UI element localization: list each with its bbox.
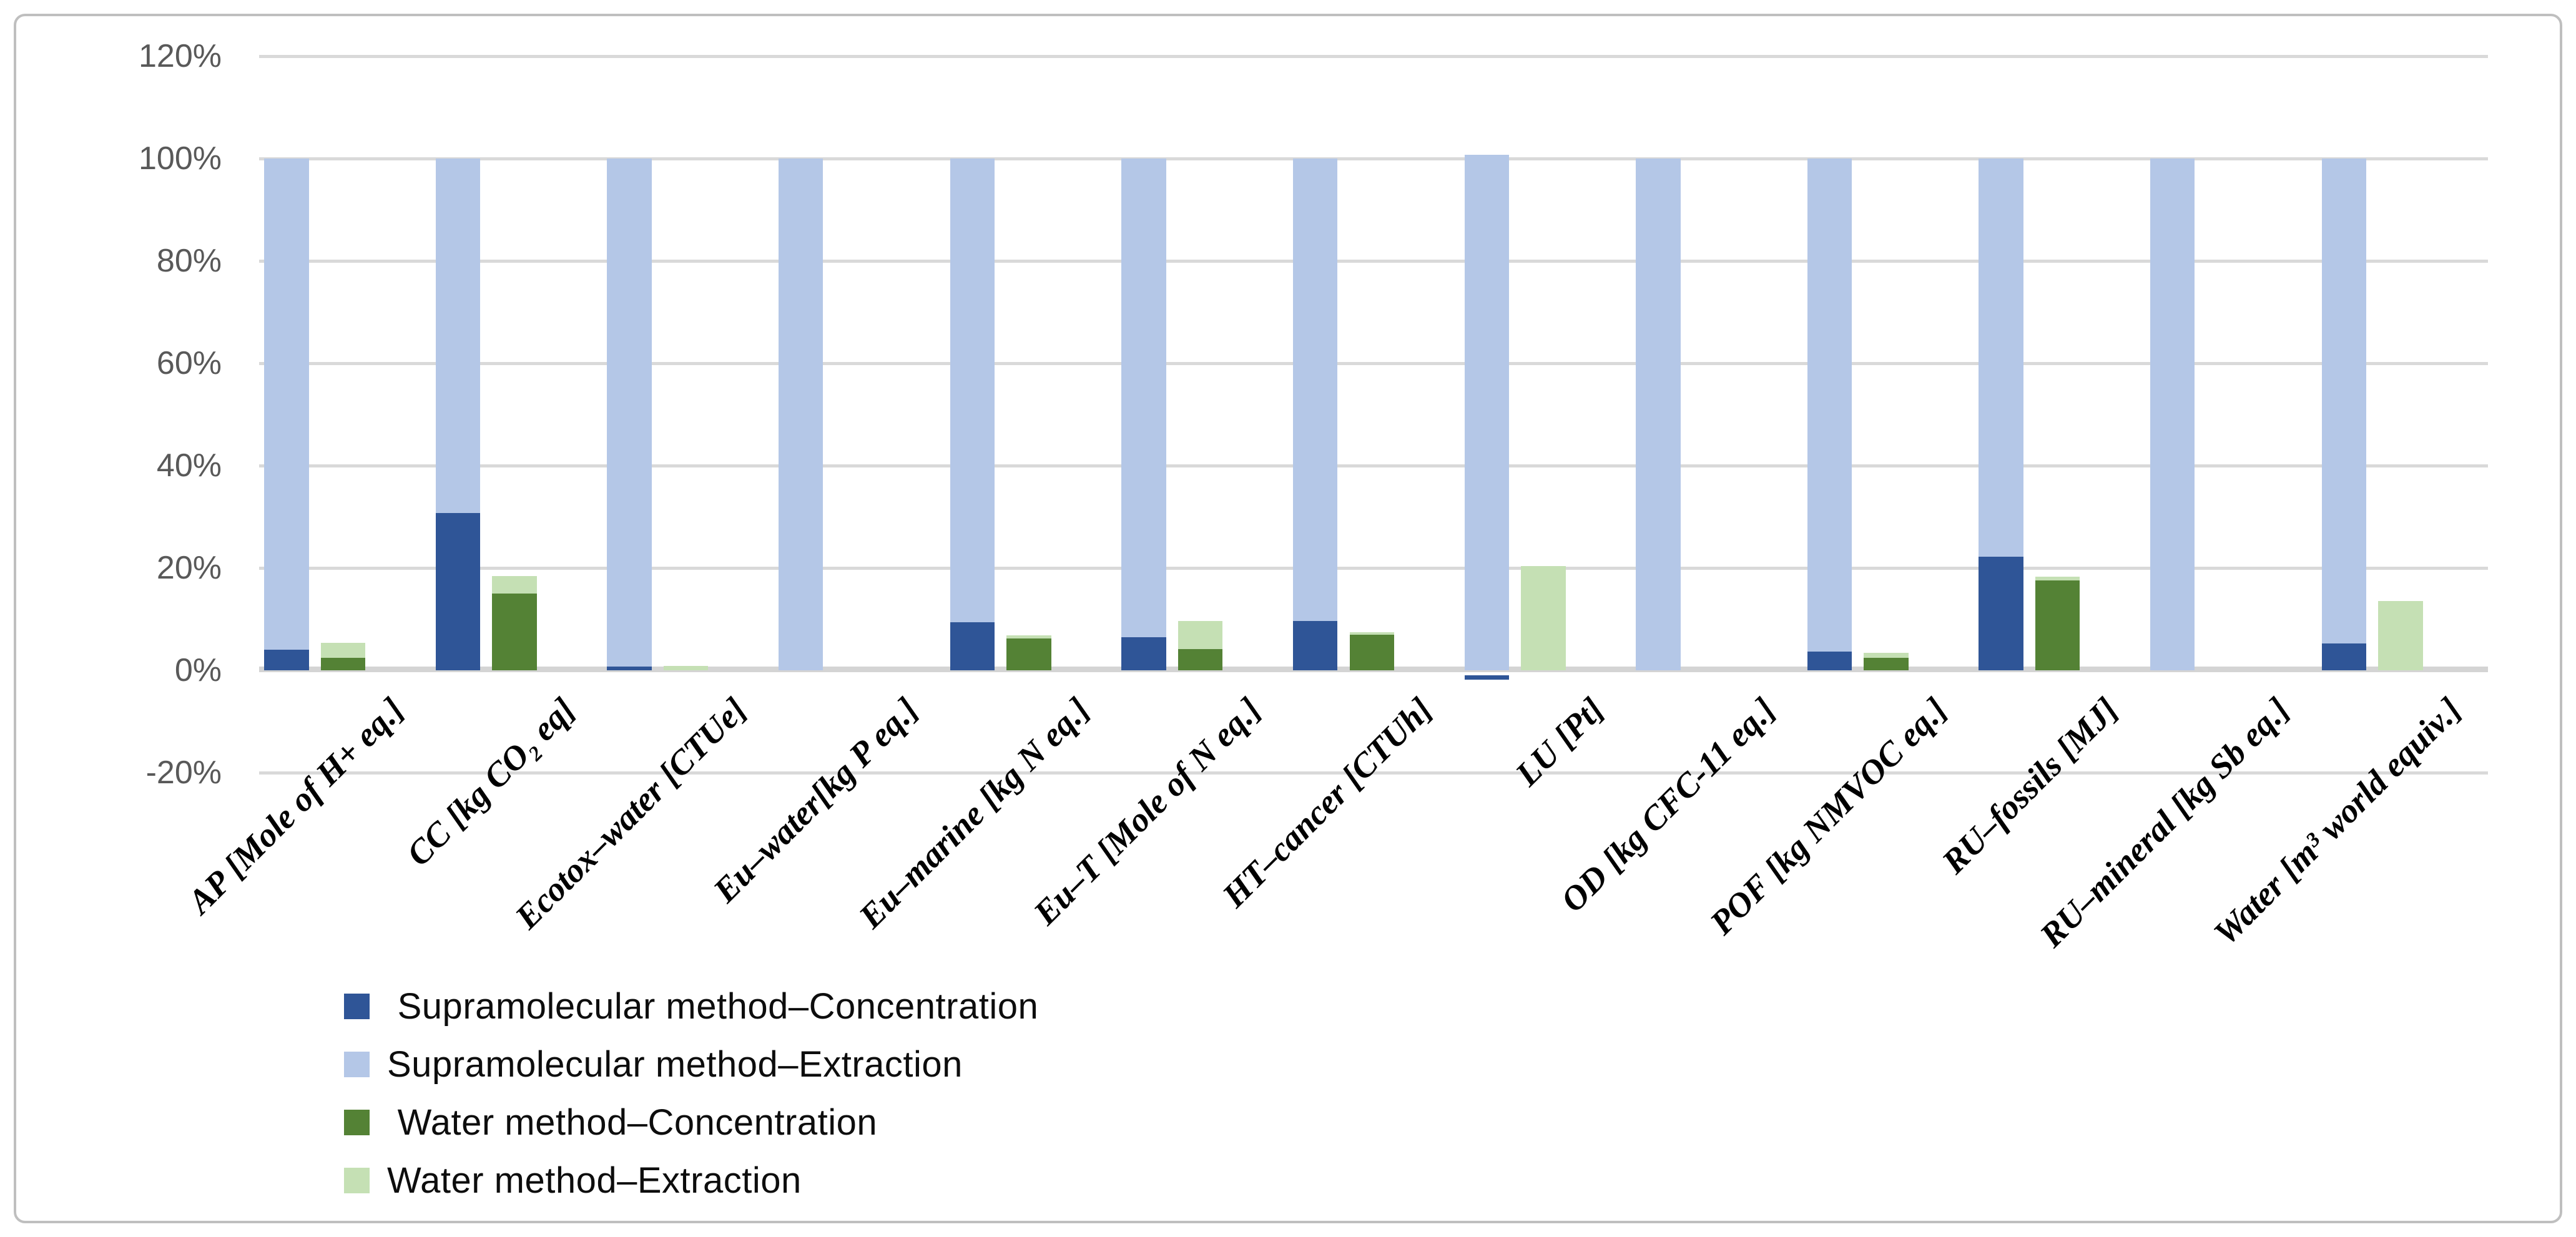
bar-group-ap-mole-of-h-eq — [259, 56, 431, 773]
gridline-120% — [259, 55, 2488, 58]
bar-water-method-concentration — [1349, 634, 1394, 670]
bar-supramolecular-method-concentration — [1121, 637, 1166, 670]
bar-water-method-extraction — [2378, 601, 2423, 670]
y-tick-label: 60% — [156, 345, 222, 381]
gridline-80% — [259, 260, 2488, 263]
bar-group-pof-kg-nmvoc-eq — [1802, 56, 1974, 773]
y-tick-label: 20% — [156, 550, 222, 586]
bar-group-cc-kg-co-eq — [431, 56, 602, 773]
bar-supramolecular-method-extraction — [1807, 159, 1852, 670]
y-tick-label: 0% — [174, 652, 222, 688]
bar-supramolecular-method-extraction — [779, 159, 823, 670]
bar-water-method-concentration — [2035, 580, 2080, 670]
bar-supramolecular-method-extraction — [1464, 155, 1509, 670]
bar-water-method-concentration — [1864, 658, 1909, 670]
gridline-20% — [259, 567, 2488, 570]
gridline--20% — [259, 771, 2488, 775]
legend-swatch-icon — [344, 994, 370, 1019]
legend-item-water-method-concentration: Water method–Concentration — [344, 1093, 1038, 1151]
y-tick-label: 120% — [139, 38, 222, 74]
y-tick-label: -20% — [145, 755, 222, 791]
bar-supramolecular-method-extraction — [950, 159, 995, 670]
legend-swatch-icon — [344, 1110, 370, 1135]
bar-supramolecular-method-extraction — [2150, 159, 2195, 670]
bar-supramolecular-method-extraction — [1636, 159, 1681, 670]
bar-group-ecotox-water-ctue — [602, 56, 774, 773]
bar-supramolecular-method-extraction — [264, 159, 309, 670]
legend-swatch-icon — [344, 1168, 370, 1193]
bar-water-method-concentration — [1177, 648, 1223, 670]
bar-water-method-concentration — [1006, 638, 1051, 670]
y-tick-label: 40% — [156, 447, 222, 484]
legend-label: Water method–Concentration — [387, 1102, 878, 1143]
bar-group-lu-pt — [1459, 56, 1631, 773]
gridline-60% — [259, 362, 2488, 365]
legend-item-supramolecular-method-extraction: Supramolecular method–Extraction — [344, 1035, 1038, 1093]
bar-supramolecular-method-concentration — [1292, 621, 1338, 670]
bar-group-eu-marine-kg-n-eq — [945, 56, 1116, 773]
bar-supramolecular-method-extraction — [1292, 159, 1338, 670]
legend: Supramolecular method–Concentration Supra… — [344, 977, 1038, 1210]
bar-water-method-concentration — [320, 657, 366, 670]
bar-supramolecular-method-extraction — [2321, 159, 2366, 670]
bar-supramolecular-method-concentration — [1464, 675, 1509, 680]
bar-group-eu-water-kg-p-eq — [774, 56, 945, 773]
y-tick-label: 100% — [139, 140, 222, 177]
legend-label: Supramolecular method–Extraction — [387, 1044, 963, 1085]
bar-supramolecular-method-concentration — [1807, 651, 1852, 670]
bar-supramolecular-method-concentration — [607, 667, 652, 670]
gridline-40% — [259, 464, 2488, 467]
y-axis-tick-labels: 120% 100% 80% 60% 40% 20% 0% -20% — [37, 0, 222, 1237]
legend-item-supramolecular-method-concentration: Supramolecular method–Concentration — [344, 977, 1038, 1035]
legend-label: Water method–Extraction — [387, 1160, 802, 1201]
bar-water-method-concentration — [492, 594, 537, 670]
bar-water-method-extraction — [1521, 565, 1566, 670]
gridline-100% — [259, 157, 2488, 160]
bar-group-ht-cancer-ctuh — [1288, 56, 1460, 773]
bar-supramolecular-method-concentration — [2321, 643, 2366, 670]
bar-supramolecular-method-concentration — [264, 650, 309, 670]
y-tick-label: 80% — [156, 243, 222, 279]
bar-supramolecular-method-concentration — [950, 622, 995, 670]
bar-supramolecular-method-concentration — [1979, 556, 2023, 670]
bar-water-method-extraction — [664, 666, 709, 670]
bar-supramolecular-method-extraction — [607, 159, 652, 670]
bar-group-eu-t-mole-of-n-eq — [1116, 56, 1288, 773]
bar-group-ru-mineral-kg-sb-eq — [2145, 56, 2317, 773]
bar-group-water-m-world-equiv — [2316, 56, 2488, 773]
bar-supramolecular-method-extraction — [1121, 159, 1166, 670]
plot-area — [259, 55, 2488, 775]
bar-group-ru-fossils-mj — [1974, 56, 2145, 773]
legend-item-water-method-extraction: Water method–Extraction — [344, 1151, 1038, 1210]
bar-supramolecular-method-concentration — [435, 513, 481, 670]
legend-swatch-icon — [344, 1052, 370, 1077]
bar-group-od-kg-cfc-11-eq — [1631, 56, 1802, 773]
bar-groups — [259, 56, 2488, 773]
legend-label: Supramolecular method–Concentration — [387, 986, 1039, 1027]
